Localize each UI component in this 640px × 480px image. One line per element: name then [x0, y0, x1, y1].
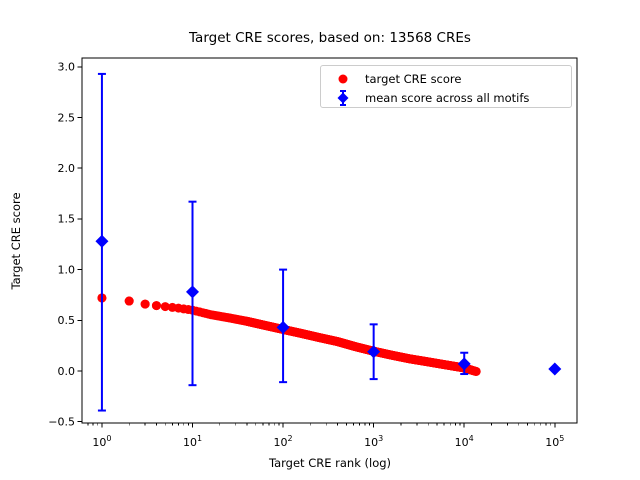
chart-title: Target CRE scores, based on: 13568 CREs [189, 30, 471, 46]
red-scatter-series [97, 293, 481, 376]
blue-diamond-errorbar-marker-icon [321, 89, 365, 107]
x-tick-label: 104 [455, 434, 474, 449]
x-axis-ticks: 100 101 102 103 104 105 [92, 423, 564, 449]
x-tick-label: 101 [183, 434, 202, 449]
y-tick-label: −0.5 [48, 415, 75, 428]
y-axis-label: Target CRE score [9, 192, 23, 290]
y-tick-label: 1.0 [58, 263, 76, 276]
legend-label: target CRE score [365, 71, 462, 86]
y-axis-ticks: 3.0 2.5 2.0 1.5 1.0 0.5 0.0 −0.5 [48, 61, 82, 428]
legend: target CRE score mean score across all m… [320, 65, 572, 108]
y-tick-label: 0.0 [58, 365, 76, 378]
y-tick-label: 0.5 [58, 314, 76, 327]
x-axis-minor-ticks [87, 423, 552, 426]
plot-border [81, 57, 578, 424]
legend-entry-target-cre-score: target CRE score [321, 69, 571, 88]
x-tick-label: 103 [364, 434, 383, 449]
y-tick-label: 2.0 [58, 162, 76, 175]
blue-mean-series [95, 72, 562, 412]
legend-entry-mean-score: mean score across all motifs [321, 88, 571, 107]
y-tick-label: 1.5 [58, 213, 76, 226]
x-tick-label: 100 [92, 434, 111, 449]
legend-label: mean score across all motifs [365, 90, 530, 105]
x-tick-label: 102 [274, 434, 293, 449]
x-axis-label: Target CRE rank (log) [268, 456, 392, 470]
y-tick-label: 3.0 [58, 61, 76, 74]
x-tick-label: 105 [545, 434, 564, 449]
red-circle-marker-icon [321, 70, 365, 88]
y-tick-label: 2.5 [58, 111, 76, 124]
